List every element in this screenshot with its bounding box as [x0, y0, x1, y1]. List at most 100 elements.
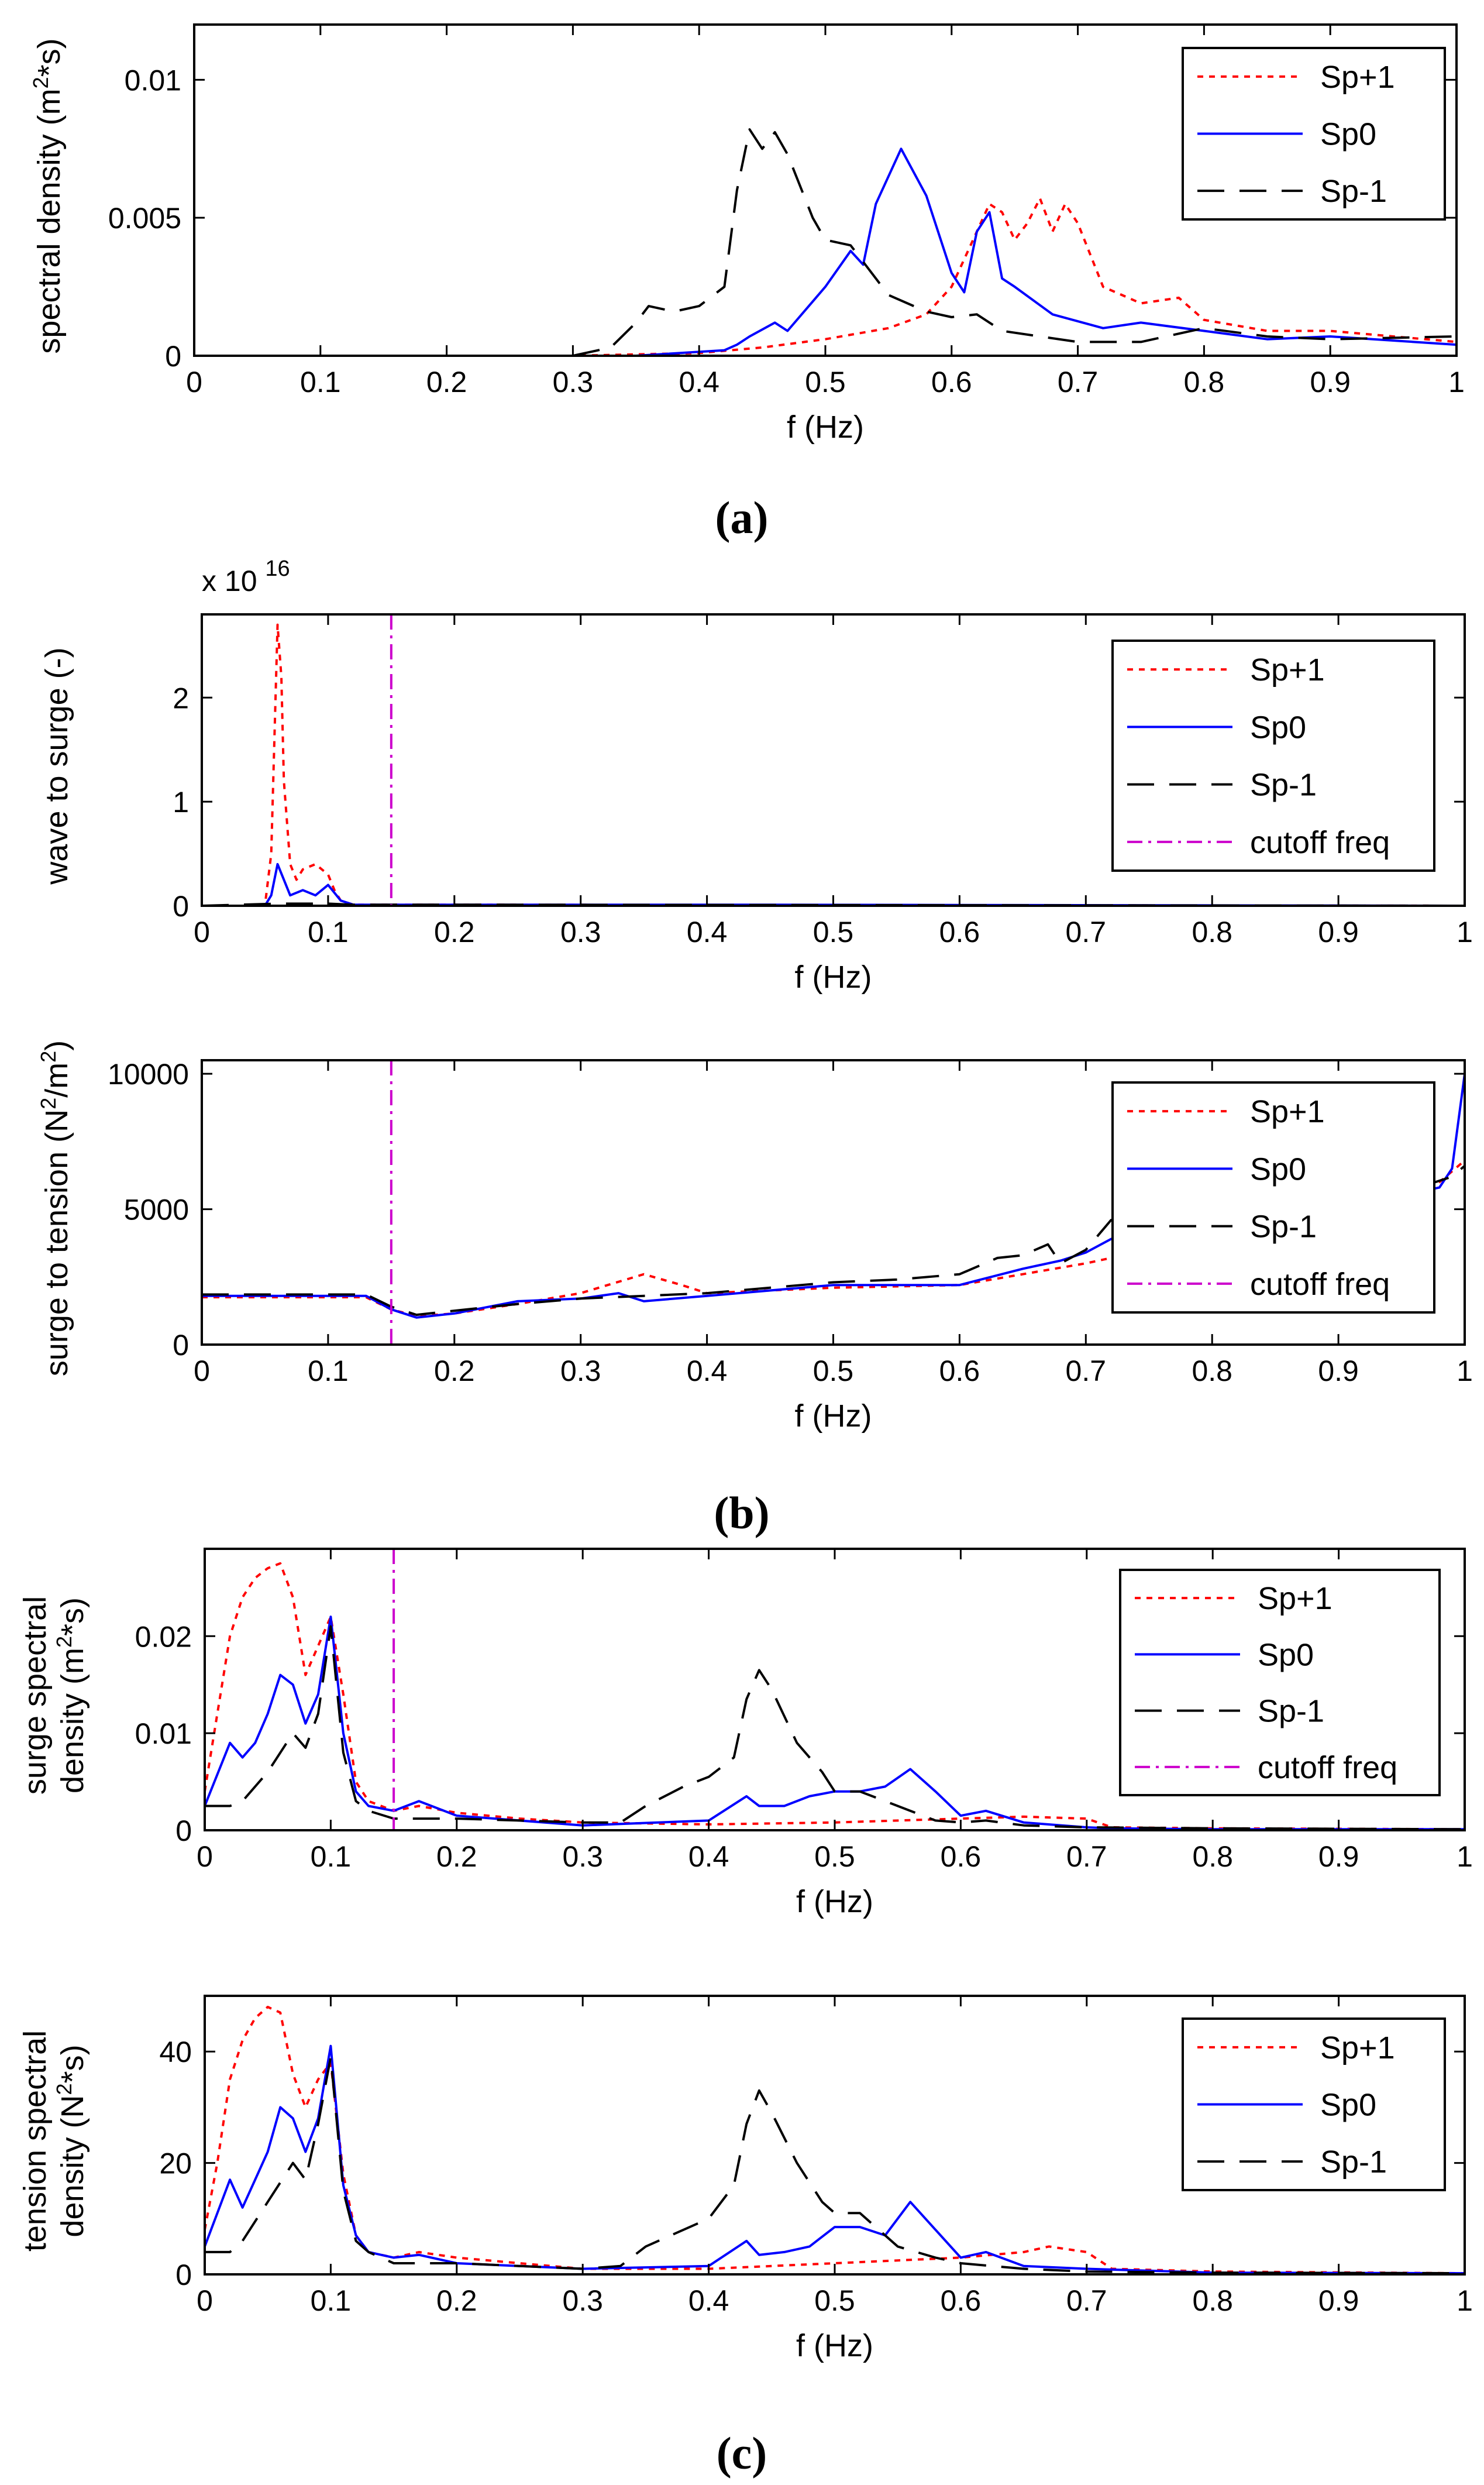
- chart-c1-legend-box: [1119, 1569, 1441, 1796]
- chart-c2-xtick-label: 1: [1457, 2284, 1473, 2317]
- chart-c1-xtick-label: 0.7: [1066, 1840, 1107, 1873]
- chart-a-ytick-label: 0.005: [108, 202, 181, 235]
- chart-b1-ytick-label: 2: [173, 682, 189, 714]
- chart-b1-xlabel: f (Hz): [795, 960, 872, 995]
- chart-a-xtick-label: 0.3: [553, 366, 594, 398]
- chart-c2-xtick-label: 0.4: [688, 2284, 729, 2317]
- chart-b1-xtick-label: 0: [194, 916, 210, 948]
- chart-b1-ytick-label: 0: [173, 890, 189, 923]
- chart-c2-xtick-label: 0.8: [1192, 2284, 1233, 2317]
- chart-c2-xtick-label: 0.5: [814, 2284, 855, 2317]
- chart-a-xtick-label: 0.7: [1058, 366, 1099, 398]
- chart-a-xtick-label: 0.6: [931, 366, 972, 398]
- chart-a-legend-label-spminus1: Sp-1: [1320, 174, 1387, 209]
- chart-c1-ytick-label: 0.02: [135, 1620, 192, 1653]
- chart-c1-xtick-label: 0.4: [688, 1840, 729, 1873]
- chart-b1-xtick-label: 0.4: [687, 916, 728, 948]
- chart-b1-series-spminus1: [202, 902, 1465, 906]
- chart-c2-xtick-label: 0: [197, 2284, 213, 2317]
- chart-c1-xtick-label: 0.9: [1318, 1840, 1359, 1873]
- chart-c2-xtick-label: 0.6: [941, 2284, 982, 2317]
- caption-c: (c): [717, 2428, 767, 2479]
- chart-b1-xtick-label: 0.2: [434, 916, 475, 948]
- chart-c1-xtick-label: 1: [1457, 1840, 1473, 1873]
- chart-a-xtick-label: 0.8: [1184, 366, 1225, 398]
- chart-b2-xtick-label: 0.2: [434, 1355, 475, 1387]
- chart-a-ytick-label: 0.01: [125, 64, 181, 97]
- chart-c2-xlabel: f (Hz): [796, 2328, 873, 2363]
- caption-a: (a): [715, 492, 769, 543]
- chart-a-xtick-label: 1: [1448, 366, 1465, 398]
- chart-c1-ylabel-line2: density (m2*s): [52, 1597, 90, 1793]
- chart-b2-xtick-label: 0.7: [1066, 1355, 1107, 1387]
- chart-b2-xtick-label: 1: [1457, 1355, 1473, 1387]
- chart-a-xtick-label: 0.4: [679, 366, 719, 398]
- chart-b1-xtick-label: 0.3: [560, 916, 601, 948]
- chart-c1-legend-label-spminus1: Sp-1: [1258, 1694, 1324, 1729]
- chart-c1-xtick-label: 0.3: [562, 1840, 603, 1873]
- chart-b1-ytick-label: 1: [173, 786, 189, 819]
- chart-c1-ytick-label: 0: [175, 1814, 192, 1847]
- chart-b1-legend-box: [1111, 640, 1435, 872]
- chart-b2-ytick-label: 10000: [108, 1058, 189, 1091]
- chart-a-series-spplus1: [194, 197, 1457, 356]
- caption-b: (b): [714, 1487, 769, 1538]
- chart-a-legend-label-sp0: Sp0: [1320, 117, 1376, 152]
- chart-c2-ylabel-line1: tension spectral: [18, 2030, 53, 2252]
- chart-b2-xtick-label: 0.1: [308, 1355, 349, 1387]
- chart-b2-ylabel: surge to tension (N2/m2): [36, 1040, 74, 1376]
- chart-a-ylabel: spectral density (m2*s): [29, 38, 67, 353]
- chart-c1-xtick-label: 0.5: [814, 1840, 855, 1873]
- chart-c1-xtick-label: 0.8: [1192, 1840, 1233, 1873]
- chart-c1-legend-label-cutoff-freq: cutoff freq: [1258, 1750, 1397, 1785]
- chart-b2-xtick-label: 0.6: [939, 1355, 980, 1387]
- chart-c2-series-spminus1: [205, 2056, 1465, 2274]
- chart-b2-legend-label-spminus1: Sp-1: [1250, 1209, 1317, 1245]
- chart-a-xlabel: f (Hz): [787, 410, 864, 445]
- chart-a-series-spminus1: [194, 128, 1457, 356]
- chart-b1-xtick-label: 1: [1457, 916, 1473, 948]
- chart-b1-ylabel: wave to surge (-): [39, 647, 74, 885]
- chart-b2-legend-label-spplus1: Sp+1: [1250, 1094, 1325, 1129]
- chart-c1-xlabel: f (Hz): [796, 1884, 873, 1919]
- chart-b1-legend-label-spminus1: Sp-1: [1250, 768, 1317, 803]
- chart-b2-xlabel: f (Hz): [795, 1398, 872, 1434]
- chart-c2-xtick-label: 0.3: [562, 2284, 603, 2317]
- chart-b2-ytick-label: 0: [173, 1329, 189, 1362]
- chart-b1-legend-label-cutoff-freq: cutoff freq: [1250, 825, 1390, 860]
- chart-c2-ytick-label: 20: [159, 2147, 192, 2180]
- chart-b2-xtick-label: 0.4: [687, 1355, 728, 1387]
- chart-b2-xtick-label: 0.5: [813, 1355, 854, 1387]
- chart-c2-xtick-label: 0.2: [436, 2284, 477, 2317]
- chart-c1-legend-label-spplus1: Sp+1: [1258, 1581, 1332, 1616]
- chart-c1-series-spminus1: [205, 1625, 1465, 1830]
- chart-b1-xtick-label: 0.5: [813, 916, 854, 948]
- chart-b1-xtick-label: 0.6: [939, 916, 980, 948]
- chart-c2-xtick-label: 0.1: [311, 2284, 352, 2317]
- chart-a-xtick-label: 0.2: [426, 366, 467, 398]
- chart-b2-legend-box: [1111, 1081, 1435, 1314]
- chart-b2-xtick-label: 0.9: [1318, 1355, 1359, 1387]
- chart-c2-ytick-label: 0: [175, 2259, 192, 2291]
- chart-b1-legend-label-sp0: Sp0: [1250, 710, 1306, 745]
- chart-c1-xtick-label: 0.2: [436, 1840, 477, 1873]
- chart-c1-xtick-label: 0: [197, 1840, 213, 1873]
- chart-b2-legend-label-sp0: Sp0: [1250, 1152, 1306, 1187]
- chart-b1-multiplier: x 10 16: [202, 556, 290, 597]
- chart-c2-xtick-label: 0.7: [1066, 2284, 1107, 2317]
- chart-b2-legend-label-cutoff-freq: cutoff freq: [1250, 1267, 1390, 1302]
- chart-b1-xtick-label: 0.7: [1066, 916, 1107, 948]
- chart-c1-series-sp0: [205, 1616, 1465, 1830]
- chart-b2-xtick-label: 0: [194, 1355, 210, 1387]
- chart-a-xtick-label: 0: [186, 366, 202, 398]
- chart-c1-series-spplus1: [205, 1562, 1465, 1830]
- chart-a-legend-label-spplus1: Sp+1: [1320, 60, 1395, 95]
- chart-c2-ytick-label: 40: [159, 2036, 192, 2068]
- chart-b1-legend-label-spplus1: Sp+1: [1250, 652, 1325, 688]
- chart-c1-xtick-label: 0.6: [941, 1840, 982, 1873]
- chart-c1-xtick-label: 0.1: [311, 1840, 352, 1873]
- chart-c1-legend-label-sp0: Sp0: [1258, 1637, 1314, 1672]
- chart-c2-series-spplus1: [205, 2006, 1465, 2274]
- chart-b2-ytick-label: 5000: [124, 1194, 189, 1226]
